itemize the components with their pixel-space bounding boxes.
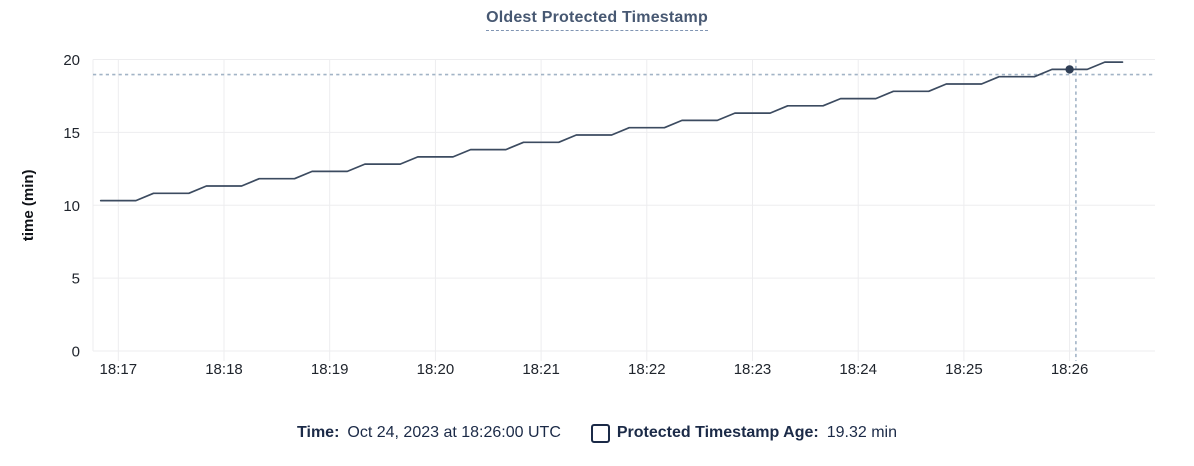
- x-tick-label: 18:25: [945, 361, 983, 378]
- hover-time-value: Oct 24, 2023 at 18:26:00 UTC: [347, 424, 561, 441]
- series-checkbox-icon[interactable]: [590, 423, 610, 443]
- series-legend-item: Protected Timestamp Age: 19.32 min: [590, 419, 897, 447]
- series-value: 19.32 min: [826, 424, 897, 441]
- x-tick-label: 18:23: [734, 361, 772, 378]
- y-grid-and-ticks: 0 5 10 15 20: [63, 52, 1155, 361]
- hover-dot: [1065, 65, 1074, 74]
- x-tick-label: 18:22: [628, 361, 666, 378]
- y-tick-label: 10: [63, 198, 80, 215]
- x-grid-and-ticks: 18:17 18:18 18:19 18:20 18:21 18:22 18:23 18:24…: [92, 59, 1089, 378]
- y-axis-title: time (min): [20, 169, 37, 241]
- x-tick-label: 18:17: [100, 361, 138, 378]
- x-tick-label: 18:24: [839, 361, 877, 378]
- series-label: Protected Timestamp Age:: [616, 424, 819, 441]
- x-tick-label: 18:19: [311, 361, 349, 378]
- y-tick-label: 15: [63, 125, 80, 142]
- x-tick-label: 18:26: [1051, 361, 1089, 378]
- hover-time-label: Time:: [297, 424, 340, 441]
- chart-title[interactable]: Oldest Protected Timestamp: [486, 9, 708, 31]
- y-tick-label: 5: [72, 271, 80, 288]
- chart-hover-legend: Time: Oct 24, 2023 at 18:26:00 UTC Prote…: [0, 419, 1194, 447]
- x-tick-label: 18:21: [522, 361, 560, 378]
- hover-crosshair: [93, 59, 1155, 361]
- x-tick-label: 18:20: [417, 361, 455, 378]
- chart-title-row: Oldest Protected Timestamp: [0, 9, 1194, 31]
- chart-canvas[interactable]: 18:17 18:18 18:19 18:20 18:21 18:22 18:23 18:24…: [0, 36, 1194, 388]
- series-line: [99, 61, 1124, 202]
- y-tick-label: 0: [72, 344, 80, 361]
- x-tick-label: 18:18: [205, 361, 243, 378]
- y-tick-label: 20: [63, 52, 80, 69]
